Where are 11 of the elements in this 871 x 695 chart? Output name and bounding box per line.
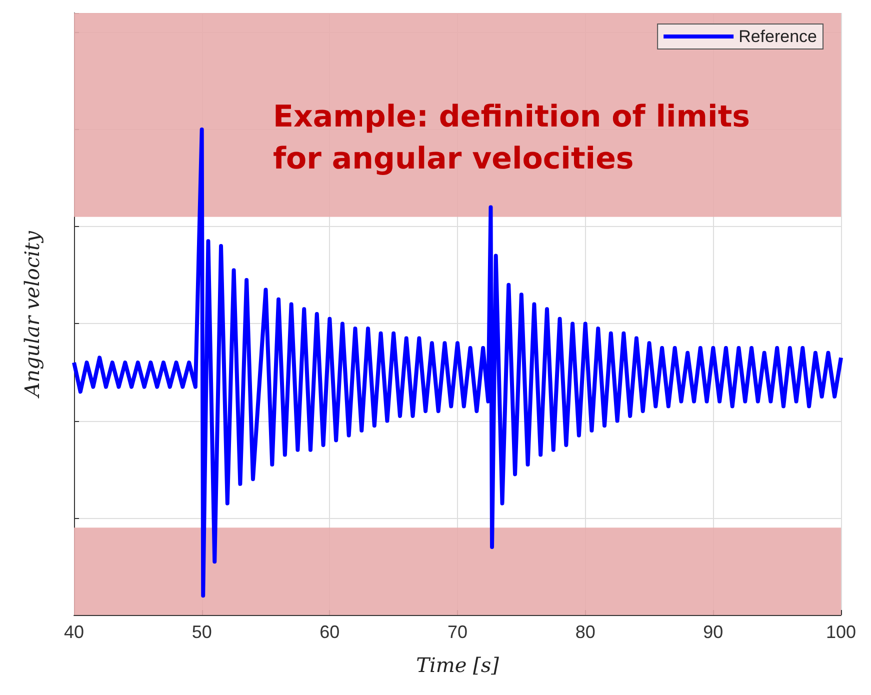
x-tick-label: 60	[320, 622, 340, 642]
x-tick-label: 80	[575, 622, 596, 642]
x-axis-title: Time [s]	[416, 653, 500, 677]
x-tick-label: 50	[192, 622, 212, 642]
x-tick-label: 70	[447, 622, 468, 642]
x-tick-label: 90	[703, 622, 724, 642]
x-tick-label: 40	[64, 622, 84, 642]
y-axis-title: Angular velocity	[20, 230, 44, 399]
legend-label: Reference	[738, 27, 818, 46]
annotation: Example: definition of limits for angular velocities	[273, 100, 750, 176]
x-tick-label: 100	[826, 622, 856, 642]
